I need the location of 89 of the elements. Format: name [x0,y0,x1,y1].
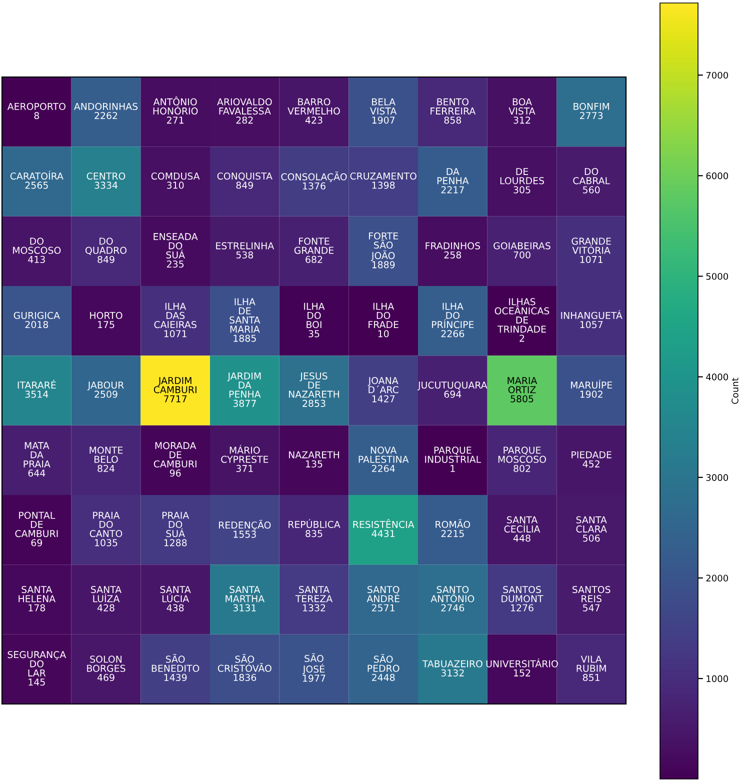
data-label: CONQUISTA 849 [217,172,272,189]
data-label: SANTOS DUMONT 1276 [502,586,544,612]
color-bar-label: 4000 [706,374,728,380]
data-label: ITARARÉ 3514 [18,380,56,398]
data-label: MONTE BELO 824 [90,446,123,472]
data-label: SANTOS REIS 547 [572,586,610,612]
data-label: SANTA TEREZA 1332 [295,586,333,612]
data-label: DA PENHA 2217 [437,168,469,194]
data-label: MATA DA PRAIA 644 [24,442,50,477]
data-label: BOA VISTA 312 [508,98,536,124]
data-label: CENTRO 3334 [86,172,126,189]
data-label: FORTE SÃO JOÃO 1889 [369,232,398,268]
data-label: HORTO 175 [90,312,122,328]
data-label: ILHA DAS CAIEIRAS 1071 [154,302,196,338]
data-label: MARUÍPE 1902 [570,380,612,398]
data-label: ILHA DO PRÍNCIPE 2266 [432,302,474,338]
data-label: GOIABEIRAS 700 [494,242,550,258]
data-label: GRANDE VITÓRIA 1071 [572,238,611,264]
data-label: ARIOVALDO FAVALESSA 282 [217,98,272,124]
data-label: SÃO CRISTÓVÃO 1836 [218,654,272,682]
data-label: CRUZAMENTO 1398 [350,172,416,189]
data-label: PARQUE MOSCOSO 802 [498,446,546,472]
data-label: SANTA CLARA 506 [576,516,607,542]
data-label: MORADA DE CAMBURI 96 [154,442,196,477]
data-label: SANTA MARTHA 3131 [226,586,264,612]
data-label: NOVA PALESTINA 2264 [358,446,409,472]
data-label: BENTO FERREIRA 858 [430,98,476,124]
color-bar-title: Count [732,378,738,404]
data-label: PONTAL DE CAMBURI 69 [15,512,58,546]
data-label: ILHA DO FRADE 10 [368,302,398,338]
data-label: DO CABRAL 560 [573,168,610,194]
data-label: CARATOÍRA 2565 [10,170,64,189]
data-label: AEROPORTO 8 [7,102,66,120]
color-bar-label: 5000 [706,272,728,280]
data-label: ENSEADA DO SUÁ 235 [154,233,198,268]
color-bar-label: 6000 [706,172,728,180]
data-label: DO QUADRO 849 [85,238,127,264]
data-label: SOLON BORGES 469 [87,656,126,682]
color-bar-label: 1000 [706,675,728,682]
data-label: JUCUTUQUARA 694 [418,382,488,398]
data-label: COMDUSA 310 [151,172,200,189]
data-label: SÃO JOSÉ 1977 [302,653,326,682]
data-label: CONSOLAÇÃO 1376 [281,172,347,190]
data-label: MÁRIO CYPRESTE 371 [221,444,268,472]
data-label: ILHAS OCEÂNICAS DE TRINDADE 2 [494,298,550,342]
data-label: SANTA HELENA 178 [18,586,56,612]
data-label: GURIGICA 2018 [14,312,60,328]
data-label: NAZARETH 135 [289,451,339,468]
data-label: PRAIA DO SUÁ 1288 [162,512,190,546]
color-bar-label: 3000 [706,474,728,481]
data-label: SANTA LÚCIA 438 [160,586,191,612]
data-label: SANTO ANTÔNIO 2746 [430,586,474,612]
data-label: PARQUE INDUSTRIAL 1 [425,446,482,472]
data-label: TABUAZEIRO 3132 [422,660,482,676]
data-label: JESUS DE NAZARETH 2853 [289,372,339,407]
data-label: ROMÃO 2215 [436,519,470,538]
data-label: REDENÇÃO 1553 [219,520,271,538]
data-label: ANTÔNIO HONÓRIO 271 [153,96,198,124]
data-label: SANTA LUÍZA 428 [91,586,122,612]
data-label: JOANA D´ARC 1427 [368,376,398,402]
data-label: UNIVERSITÁRIO 152 [486,658,558,676]
data-label: SANTO ANDRÉ 2571 [366,586,400,612]
data-label: JABOUR 2509 [87,382,124,398]
data-label: ESTRELINHA 538 [216,242,274,258]
data-label: PIEDADE 452 [572,451,612,468]
data-label: JARDIM DA PENHA 3877 [227,372,261,407]
data-label: PRAIA DO CANTO 1035 [90,512,122,546]
data-label: VILA RUBIM 851 [576,656,606,682]
data-label: SÃO BENEDITO 1439 [152,654,200,682]
data-label: RESISTÊNCIA 4431 [353,519,414,538]
data-label: FONTE GRANDE 682 [294,238,334,264]
color-bar-label: 7000 [706,72,728,79]
data-label: SÃO PEDRO 2448 [368,654,400,682]
data-label: BARRO VERMELHO 423 [288,98,340,124]
data-label: FRADINHOS 258 [426,242,480,258]
data-label: DE LOURDES 305 [500,168,544,194]
data-label: MARIA ORTIZ 5805 [508,377,538,402]
data-label: SEGURANÇA DO LAR 145 [8,651,66,686]
color-bar-label: 2000 [706,574,728,582]
data-label: ILHA DO BOI 35 [304,302,325,338]
data-label: JARDIM CAMBURI 7717 [154,377,196,402]
data-label: DO MOSCOSO 413 [13,238,61,264]
data-label: REPÚBLICA 835 [288,519,340,538]
data-label: BELA VISTA 1907 [370,98,397,124]
data-label: ANDORINHAS 2262 [74,102,138,120]
data-label: BONFIM 2773 [574,102,609,120]
data-label: ILHA DE SANTA MARIA 1885 [230,298,260,342]
data-label: SANTA CECÍLIA 448 [504,516,540,542]
data-label: INHANGUETÁ 1057 [561,310,622,328]
